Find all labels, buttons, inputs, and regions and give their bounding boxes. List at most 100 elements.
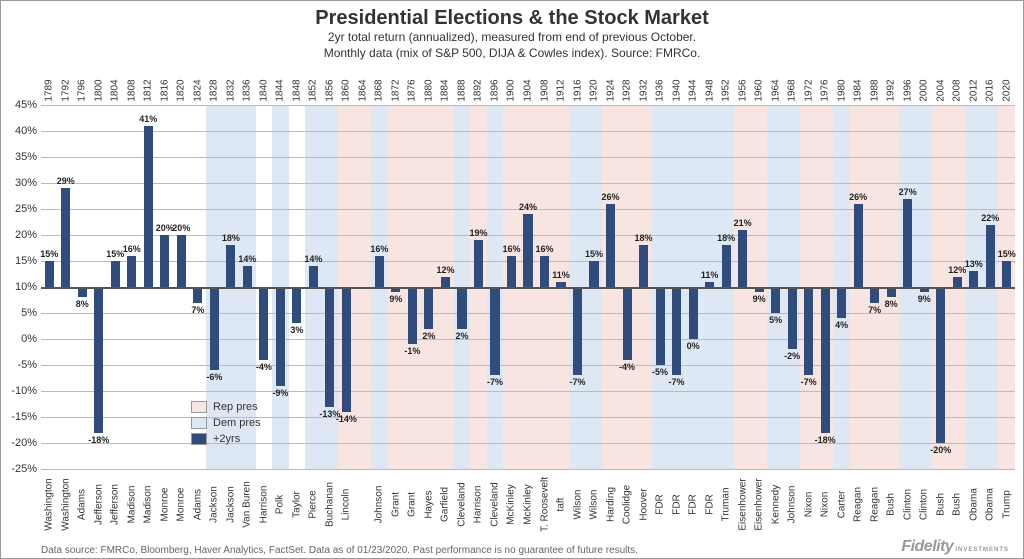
year-label: 1828 — [209, 79, 220, 101]
year-label: 1840 — [258, 79, 269, 101]
year-label: 1972 — [803, 79, 814, 101]
bar-value-label: -5% — [652, 367, 668, 377]
bar-value-label: 5% — [769, 315, 782, 325]
y-tick-label: 45% — [15, 99, 37, 111]
bar-value-label: 18% — [717, 233, 735, 243]
gridline — [41, 365, 1015, 366]
year-label: 1856 — [324, 79, 335, 101]
logo-subtext: INVESTMENTS — [955, 547, 1009, 553]
chart-title: Presidential Elections & the Stock Marke… — [1, 1, 1023, 30]
bar — [1002, 261, 1011, 287]
y-tick-label: -25% — [11, 463, 37, 475]
bar-value-label: 0% — [687, 341, 700, 351]
president-label: T. Roosevelt — [539, 477, 550, 532]
president-label: Clinton — [919, 489, 930, 520]
bar-value-label: 7% — [191, 305, 204, 315]
gridline — [41, 443, 1015, 444]
president-label: Carter — [836, 491, 847, 519]
president-label: Pierce — [308, 490, 319, 518]
president-label: Jackson — [225, 486, 236, 523]
legend-rep: Rep pres — [191, 399, 261, 415]
bar — [589, 261, 598, 287]
bar — [292, 287, 301, 323]
president-label: Bush — [952, 493, 963, 516]
president-label: FDR — [655, 494, 666, 515]
legend-rep-label: Rep pres — [213, 401, 258, 413]
bar-value-label: 26% — [602, 192, 620, 202]
year-label: 1868 — [374, 79, 385, 101]
bar — [969, 271, 978, 287]
year-label: 1848 — [291, 79, 302, 101]
president-label: Van Buren — [242, 481, 253, 528]
president-label: FDR — [704, 494, 715, 515]
legend-dem-label: Dem pres — [213, 417, 261, 429]
bar-value-label: 11% — [701, 270, 719, 280]
gridline — [41, 417, 1015, 418]
year-label: 1996 — [902, 79, 913, 101]
bar — [804, 287, 813, 375]
president-label: Harrison — [258, 486, 269, 524]
bar-value-label: 8% — [76, 299, 89, 309]
y-tick-label: 40% — [15, 125, 37, 137]
bar — [243, 266, 252, 287]
president-label: Grant — [407, 492, 418, 517]
year-label: 1836 — [242, 79, 253, 101]
bar — [540, 256, 549, 287]
y-tick-label: 20% — [15, 229, 37, 241]
president-label: Bush — [935, 493, 946, 516]
bar-value-label: -4% — [256, 362, 272, 372]
bar — [441, 277, 450, 287]
bar-value-label: 16% — [502, 244, 520, 254]
president-label: Hayes — [423, 490, 434, 518]
bar-value-label: 14% — [238, 254, 256, 264]
bar-value-label: -7% — [487, 377, 503, 387]
year-label: 1912 — [556, 79, 567, 101]
bar — [490, 287, 499, 375]
bar — [45, 261, 54, 287]
footer-text: Data source: FMRCo, Bloomberg, Haver Ana… — [41, 545, 638, 556]
president-label: Johnson — [374, 486, 385, 524]
bar — [656, 287, 665, 365]
year-label: 1789 — [44, 79, 55, 101]
bar — [144, 126, 153, 287]
year-label: 2020 — [1001, 79, 1012, 101]
president-label: taft — [556, 498, 567, 512]
bar-value-label: 8% — [885, 299, 898, 309]
president-label: Hoover — [638, 488, 649, 520]
president-label: Kennedy — [770, 485, 781, 524]
fidelity-logo: FidelityINVESTMENTS — [901, 538, 1009, 556]
bar — [408, 287, 417, 344]
year-label: 1820 — [176, 79, 187, 101]
bar-value-label: 3% — [290, 325, 303, 335]
bar-value-label: 41% — [139, 114, 157, 124]
year-label: 1892 — [473, 79, 484, 101]
president-label: Lincoln — [341, 489, 352, 521]
bar-value-label: 20% — [172, 223, 190, 233]
year-label: 1808 — [126, 79, 137, 101]
year-label: 1916 — [572, 79, 583, 101]
bar — [160, 235, 169, 287]
swatch-dem — [191, 417, 207, 429]
bar — [342, 287, 351, 412]
bar — [953, 277, 962, 287]
year-label: 1932 — [638, 79, 649, 101]
year-label: 1980 — [836, 79, 847, 101]
president-label: Eisenhower — [754, 478, 765, 530]
year-label: 1800 — [93, 79, 104, 101]
president-label: Nixon — [820, 492, 831, 518]
year-label: 1804 — [110, 79, 121, 101]
president-label: Wilson — [589, 489, 600, 519]
bar — [606, 204, 615, 287]
chart-subtitle-2: Monthly data (mix of S&P 500, DIJA & Cow… — [1, 46, 1023, 62]
bar-value-label: 11% — [552, 270, 570, 280]
president-label: Cleveland — [456, 482, 467, 526]
bar-value-label: 18% — [635, 233, 653, 243]
bar-value-label: 15% — [106, 249, 124, 259]
bar-value-label: 27% — [899, 187, 917, 197]
bar-value-label: -7% — [669, 377, 685, 387]
bar — [870, 287, 879, 303]
president-axis: WashingtonWashingtonAdamsJeffersonJeffer… — [41, 469, 1015, 539]
year-label: 1880 — [423, 79, 434, 101]
president-label: Buchanan — [324, 482, 335, 527]
bar-value-label: 18% — [222, 233, 240, 243]
